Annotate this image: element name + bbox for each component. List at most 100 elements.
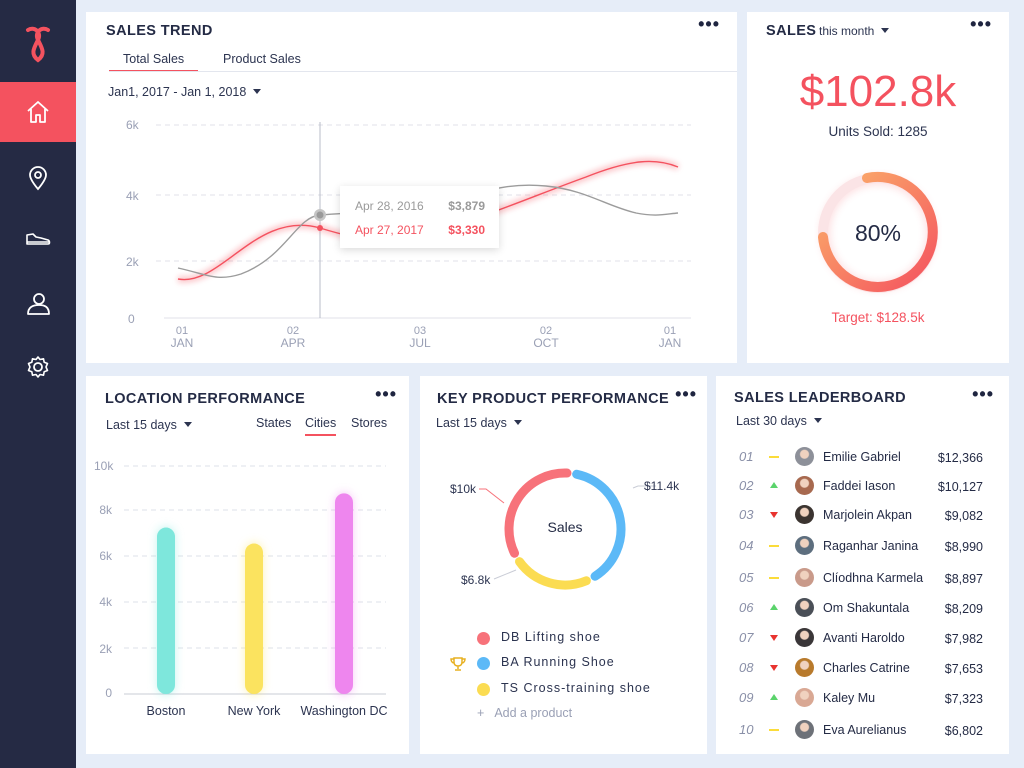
chart-tooltip: Apr 28, 2016 $3,879 Apr 27, 2017 $3,330 xyxy=(340,186,499,248)
x-tick-month: JAN xyxy=(658,336,682,350)
sidebar xyxy=(0,0,76,768)
leaderboard-row[interactable]: 07 Avanti Haroldo $7,982 xyxy=(716,628,1009,660)
more-options-icon[interactable]: ••• xyxy=(375,384,397,404)
period-label: this month xyxy=(819,24,875,38)
leaderboard-row[interactable]: 05 Clíodhna Karmela $8,897 xyxy=(716,568,1009,600)
key-product-period-dropdown[interactable]: Last 15 days xyxy=(436,416,522,430)
label-leader xyxy=(632,485,656,489)
leaderboard-rank: 10 xyxy=(739,722,754,737)
x-tick-month: OCT xyxy=(533,336,559,350)
leaderboard-row[interactable]: 03 Marjolein Akpan $9,082 xyxy=(716,505,1009,537)
tooltip-value: $3,330 xyxy=(448,223,485,237)
tooltip-row: Apr 28, 2016 $3,879 xyxy=(355,199,485,213)
y-tick: 6k xyxy=(126,118,139,132)
period-dropdown[interactable]: this month xyxy=(819,24,890,38)
leaderboard-row[interactable]: 06 Om Shakuntala $8,209 xyxy=(716,598,1009,630)
leaderboard-amount: $8,209 xyxy=(944,602,983,616)
x-tick-month: JUL xyxy=(409,336,431,350)
nav-products[interactable] xyxy=(0,208,76,268)
y-tick: 8k xyxy=(99,503,112,517)
leaderboard-row[interactable]: 08 Charles Catrine $7,653 xyxy=(716,658,1009,690)
y-tick: 10k xyxy=(94,459,114,473)
leaderboard-amount: $9,082 xyxy=(944,509,983,523)
x-tick-day: 03 xyxy=(413,325,427,337)
sales-amount: $102.8k xyxy=(799,67,957,116)
y-tick: 2k xyxy=(126,255,139,269)
avatar xyxy=(795,505,814,524)
donut-label: $6.8k xyxy=(461,573,491,587)
legend-label: BA Running Shoe xyxy=(501,655,615,669)
tab-stores[interactable]: Stores xyxy=(351,416,388,430)
avatar xyxy=(795,447,814,466)
trophy-icon xyxy=(450,657,466,671)
leaderboard-name: Kaley Mu xyxy=(823,691,876,705)
leaderboard-row[interactable]: 04 Raganhar Janina $8,990 xyxy=(716,536,1009,568)
donut-slice-ba-running-shoe xyxy=(572,469,626,581)
trend-same-icon xyxy=(769,729,779,731)
y-tick: 4k xyxy=(126,189,139,203)
leaderboard-card: SALES LEADERBOARD ••• Last 30 days 01 Emi… xyxy=(716,376,1009,754)
chevron-down-icon xyxy=(881,28,890,33)
target-amount: Target: $128.5k xyxy=(831,310,925,325)
leaderboard-name: Emilie Gabriel xyxy=(823,450,901,464)
more-options-icon[interactable]: ••• xyxy=(970,14,992,34)
avatar xyxy=(795,628,814,647)
leaderboard-name: Eva Aurelianus xyxy=(823,723,907,737)
date-range-dropdown[interactable]: Jan1, 2017 - Jan 1, 2018 xyxy=(108,85,262,99)
leaderboard-rank: 02 xyxy=(739,478,754,493)
leaderboard-name: Om Shakuntala xyxy=(823,601,910,615)
x-tick-month: JAN xyxy=(170,336,194,350)
more-options-icon[interactable]: ••• xyxy=(675,384,697,404)
chevron-down-icon xyxy=(513,420,522,425)
trend-same-icon xyxy=(769,456,779,458)
avatar xyxy=(795,476,814,495)
location-period-dropdown[interactable]: Last 15 days xyxy=(106,418,192,432)
leaderboard-row[interactable]: 09 Kaley Mu $7,323 xyxy=(716,688,1009,720)
tab-states[interactable]: States xyxy=(256,416,292,430)
tooltip-row: Apr 27, 2017 $3,330 xyxy=(355,223,485,237)
user-icon xyxy=(27,293,50,315)
leaderboard-row[interactable]: 02 Faddei Iason $10,127 xyxy=(716,476,1009,508)
leaderboard-row[interactable]: 01 Emilie Gabriel $12,366 xyxy=(716,447,1009,479)
more-options-icon[interactable]: ••• xyxy=(972,384,994,404)
leaderboard-name: Raganhar Janina xyxy=(823,539,919,553)
hover-point-gray-inner xyxy=(316,211,324,219)
leaderboard-rank: 03 xyxy=(739,507,754,522)
nav-settings[interactable] xyxy=(0,337,76,397)
label-leader xyxy=(479,488,505,504)
nav-team[interactable] xyxy=(0,273,76,333)
leaderboard-period-dropdown[interactable]: Last 30 days xyxy=(736,414,822,428)
leaderboard-row[interactable]: 10 Eva Aurelianus $6,802 xyxy=(716,720,1009,752)
add-product-label: Add a product xyxy=(494,706,573,720)
location-title: LOCATION PERFORMANCE xyxy=(105,391,306,407)
trend-up-icon xyxy=(770,694,778,700)
shoe-icon xyxy=(26,233,51,245)
add-product-button[interactable]: + Add a product xyxy=(477,706,572,720)
tab-cities[interactable]: Cities xyxy=(305,416,337,436)
x-tick-day: 01 xyxy=(663,325,677,337)
leaderboard-name: Avanti Haroldo xyxy=(823,631,905,645)
more-options-icon[interactable]: ••• xyxy=(698,14,720,34)
nav-location[interactable] xyxy=(0,148,76,208)
trend-up-icon xyxy=(770,482,778,488)
tab-product-sales[interactable]: Product Sales xyxy=(223,52,301,66)
home-icon xyxy=(27,101,49,123)
legend-label: DB Lifting shoe xyxy=(501,630,601,644)
target-percent: 80% xyxy=(854,220,902,246)
chevron-down-icon xyxy=(253,89,262,94)
bar-label: Boston xyxy=(146,704,186,718)
key-product-title: KEY PRODUCT PERFORMANCE xyxy=(437,391,670,407)
plus-icon: + xyxy=(477,706,485,720)
donut-slice-db-lifting-shoe xyxy=(504,468,572,558)
trend-up-icon xyxy=(770,604,778,610)
tooltip-date: Apr 28, 2016 xyxy=(355,199,424,213)
y-tick: 2k xyxy=(99,642,112,656)
leaderboard-amount: $7,982 xyxy=(944,632,983,646)
trend-down-icon xyxy=(770,635,778,641)
date-range-label: Jan1, 2017 - Jan 1, 2018 xyxy=(108,85,247,99)
x-tick-day: 01 xyxy=(175,325,189,337)
leaderboard-name: Faddei Iason xyxy=(823,479,896,493)
trend-same-icon xyxy=(769,545,779,547)
nav-home[interactable] xyxy=(0,82,76,142)
bar-boston xyxy=(157,527,175,694)
